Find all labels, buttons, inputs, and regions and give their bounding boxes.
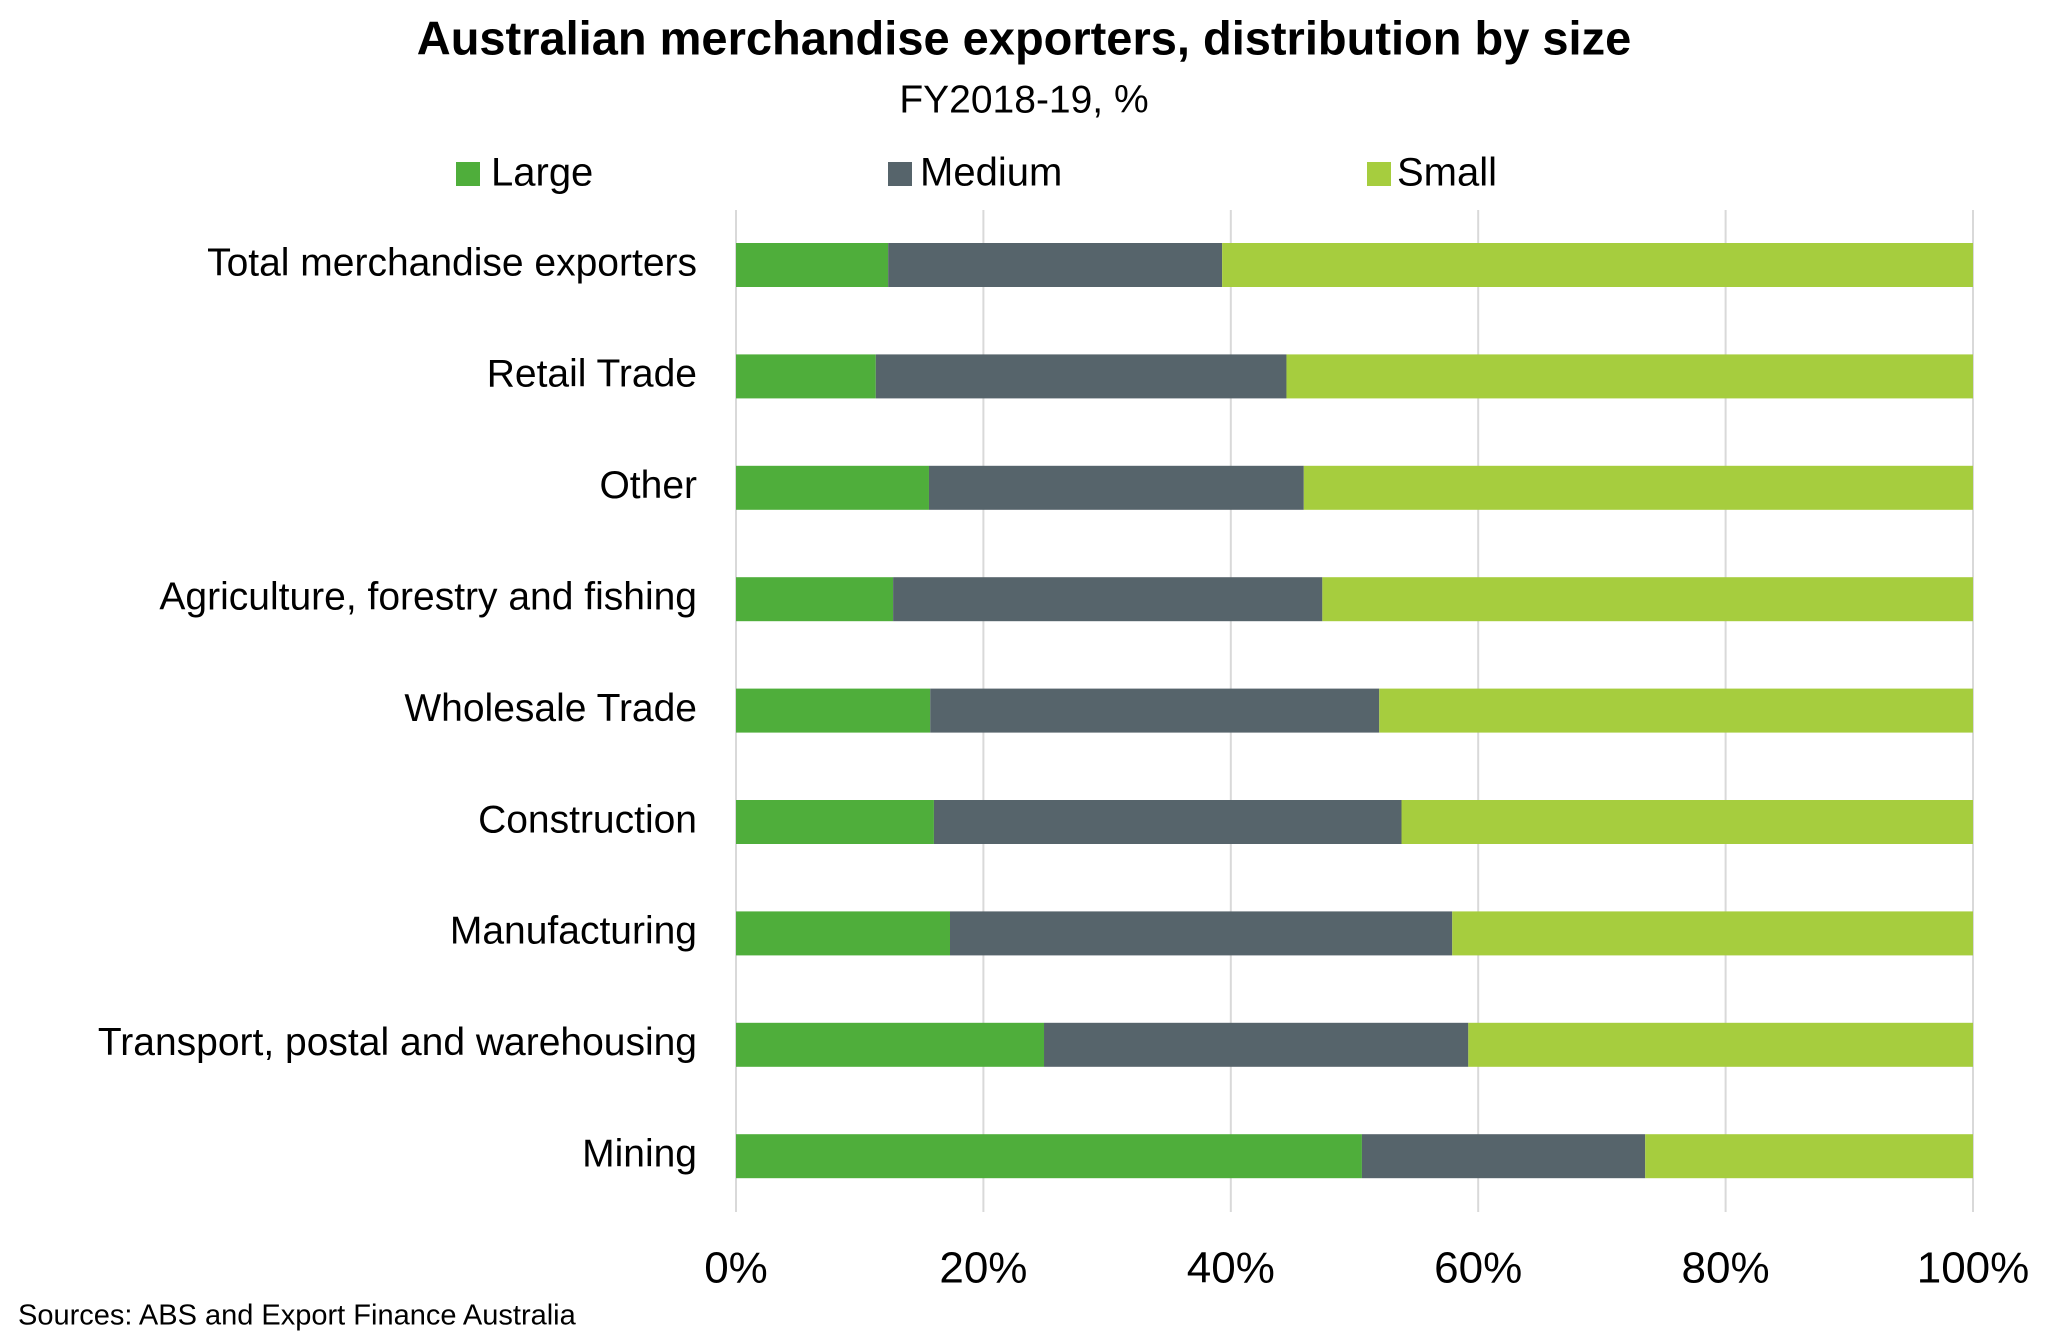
legend-swatch (1367, 162, 1391, 186)
bar-segment (1645, 1134, 1973, 1179)
bar-segment (1222, 243, 1973, 287)
y-tick-label: Wholesale Trade (404, 687, 697, 730)
bar-segment (736, 1022, 1045, 1067)
bar-segment (928, 465, 1304, 510)
bar-segment (736, 354, 876, 399)
chart-subtitle: FY2018-19, % (899, 78, 1148, 121)
legend-swatch (456, 162, 480, 186)
y-tick-label: Total merchandise exporters (207, 241, 697, 284)
bar-segment (736, 911, 951, 956)
bar-segment (930, 688, 1380, 733)
bar-segment (736, 800, 934, 844)
y-tick-label: Mining (582, 1132, 697, 1175)
bar-segment (1401, 800, 1973, 844)
y-tick-label: Other (599, 464, 697, 507)
bar-segment (893, 577, 1323, 622)
bar-segment (736, 1134, 1362, 1179)
legend-label: Medium (920, 151, 1062, 195)
x-tick-label: 60% (1434, 1244, 1522, 1293)
bar-segment (1286, 354, 1973, 399)
bar-segment (1303, 465, 1973, 510)
chart-title: Australian merchandise exporters, distri… (417, 11, 1632, 64)
bar-segment (933, 800, 1402, 844)
bar-segment (1044, 1022, 1469, 1067)
bar-segment (950, 911, 1453, 956)
bar-segment (1361, 1134, 1646, 1179)
bar-segment (888, 243, 1223, 287)
y-tick-label: Transport, postal and warehousing (98, 1021, 697, 1064)
bar-segment (736, 465, 929, 510)
x-tick-label: 20% (939, 1244, 1027, 1293)
x-tick-label: 80% (1682, 1244, 1770, 1293)
bar-segment (1452, 911, 1973, 956)
bar-segment (736, 243, 889, 287)
x-tick-label: 100% (1917, 1244, 2030, 1293)
x-tick-label: 0% (704, 1244, 768, 1293)
y-tick-label: Construction (478, 798, 697, 841)
bar-segment (1468, 1022, 1973, 1067)
bar-segment (875, 354, 1287, 399)
legend-swatch (888, 162, 912, 186)
source-note: Sources: ABS and Export Finance Australi… (18, 1300, 577, 1332)
y-tick-label: Agriculture, forestry and fishing (159, 575, 697, 618)
bar-segment (736, 577, 894, 622)
y-tick-label: Manufacturing (450, 910, 697, 953)
y-tick-label: Retail Trade (487, 353, 697, 396)
x-tick-label: 40% (1187, 1244, 1275, 1293)
bar-segment (736, 688, 931, 733)
legend-label: Large (491, 151, 593, 195)
legend-label: Small (1397, 151, 1497, 195)
bar-segment (1322, 577, 1973, 622)
bar-segment (1379, 688, 1973, 733)
